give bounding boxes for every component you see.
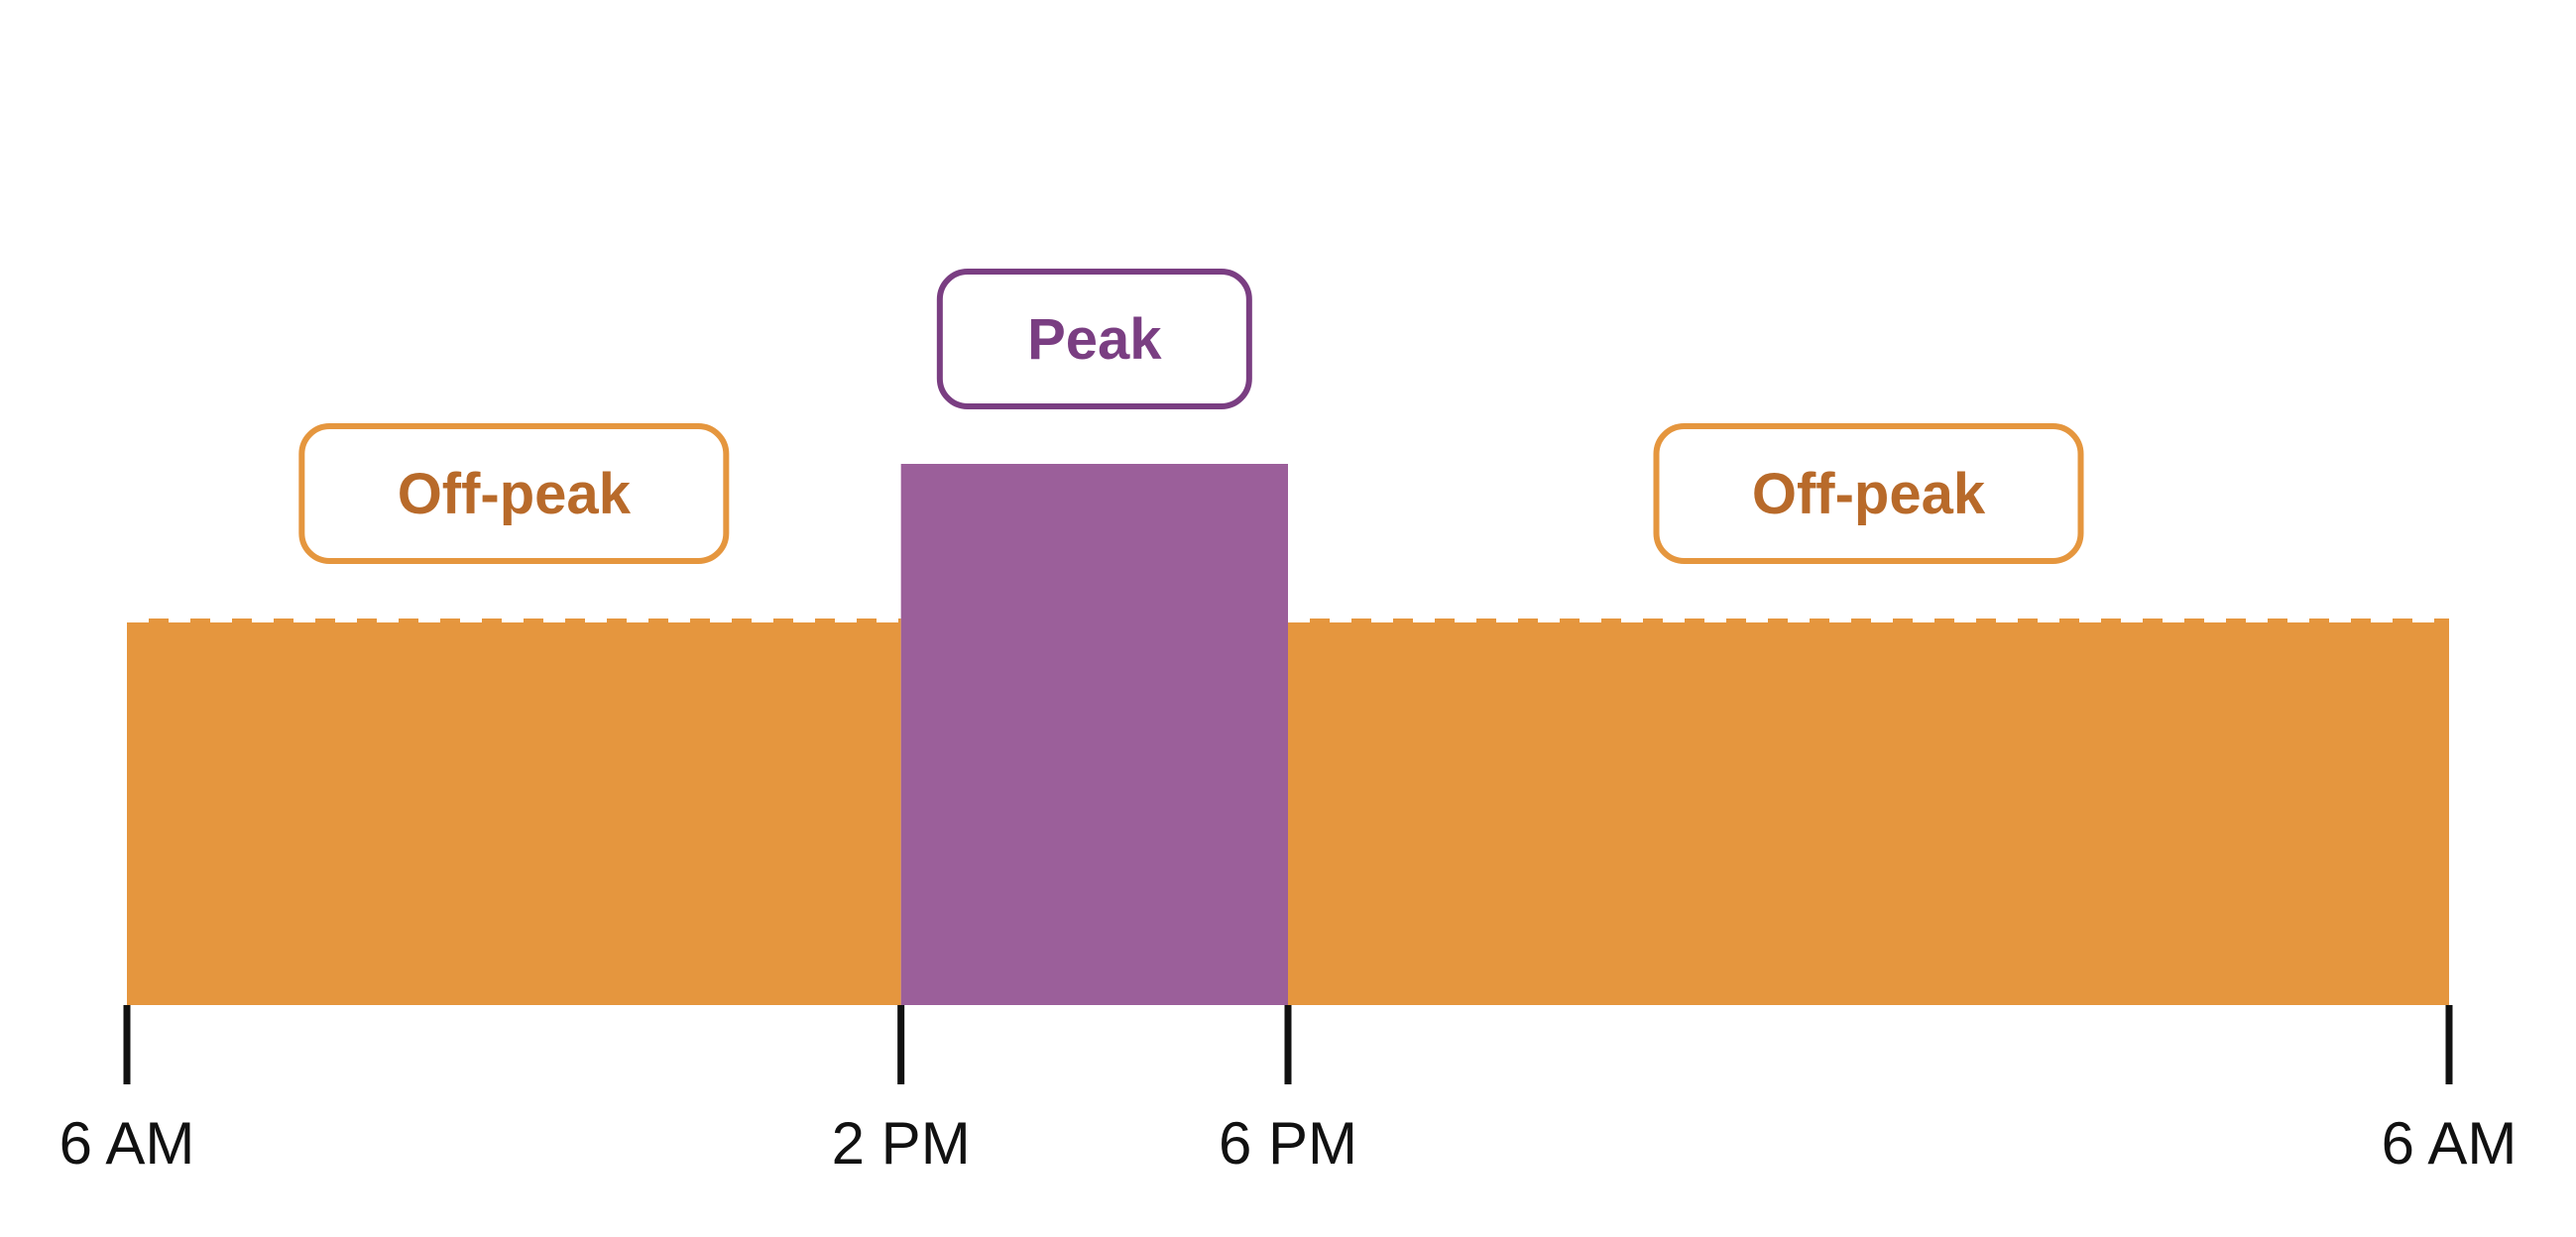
period-label-1: Peak: [936, 269, 1252, 409]
period-label-0: Off-peak: [298, 423, 730, 564]
period-label-box: [1653, 423, 2084, 564]
period-label-2: Off-peak: [1653, 423, 2084, 564]
period-label-text: Off-peak: [1752, 462, 1986, 526]
period-label-text: Peak: [1027, 307, 1162, 372]
period-bar-1: [900, 464, 1288, 1005]
period-label-box: [298, 423, 730, 564]
x-tick-label-3: 6 AM: [2382, 1110, 2517, 1177]
x-tick-label-0: 6 AM: [59, 1110, 195, 1177]
period-bar-2: [1288, 618, 2449, 1005]
bars-layer: [127, 464, 2449, 1005]
period-label-text: Off-peak: [398, 462, 632, 526]
period-labels-layer: Off-peak Peak Off-peak: [298, 269, 2084, 564]
x-axis: 6 AM 2 PM 6 PM 6 AM: [59, 1005, 2517, 1177]
x-tick-label-2: 6 PM: [1219, 1110, 1357, 1177]
period-bar-0: [127, 618, 901, 1005]
x-tick-label-1: 2 PM: [832, 1110, 971, 1177]
period-label-box: [936, 269, 1252, 409]
